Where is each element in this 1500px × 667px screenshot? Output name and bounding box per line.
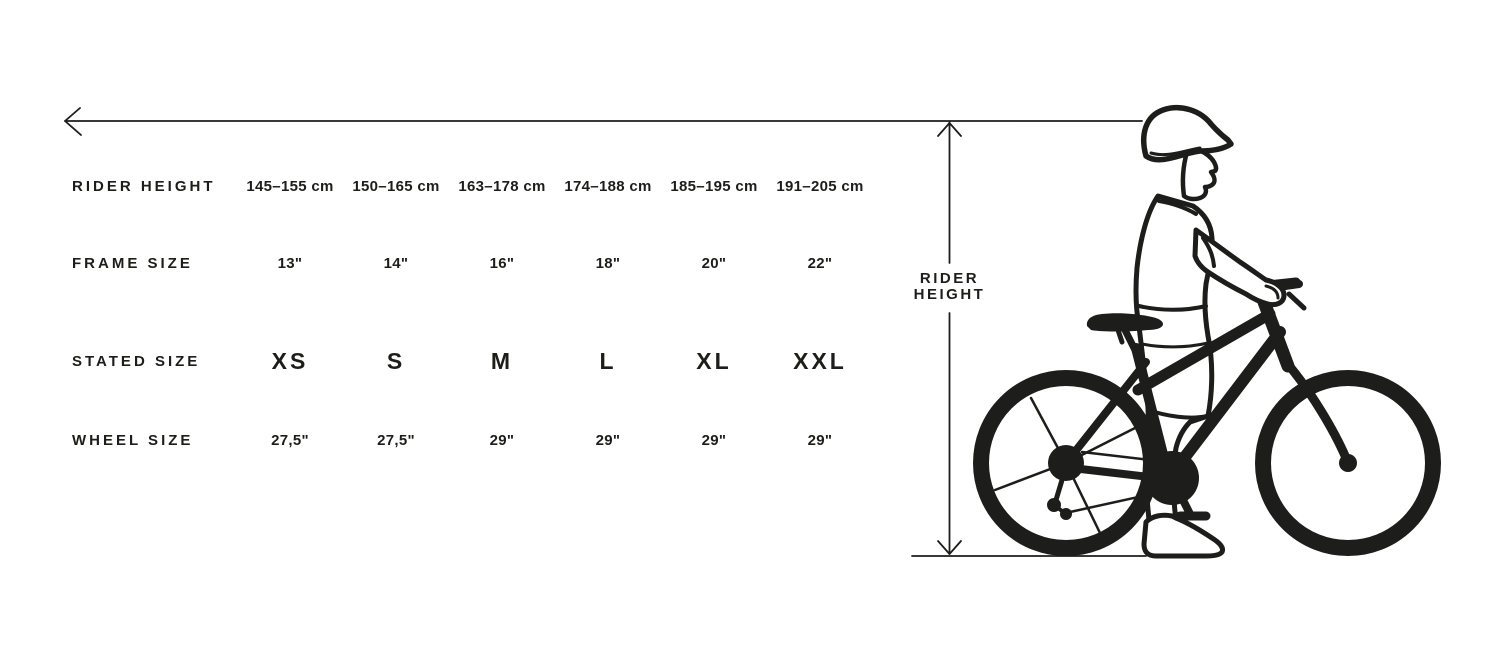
saddle <box>1086 313 1163 332</box>
row-label-stated-size: STATED SIZE <box>72 352 201 370</box>
table-row-frame-size: FRAME SIZE 13" 14" 16" 18" 20" 22" <box>72 252 873 274</box>
measure-line-horizontal <box>64 107 1143 136</box>
table-row-rider-height: RIDER HEIGHT 145–155 cm 150–165 cm 163–1… <box>72 175 873 197</box>
rear-derailleur <box>1047 477 1072 520</box>
helmet-rim-line <box>1149 146 1202 157</box>
rider-shoe <box>1141 512 1225 559</box>
stated-size-value-l: L <box>599 347 617 374</box>
rider-height-value-xl: 185–195 cm <box>670 177 758 195</box>
frame-size-value-xxl: 22" <box>807 254 833 272</box>
fingers-line <box>1264 284 1280 300</box>
rider-height-value-m: 163–178 cm <box>458 177 546 195</box>
frame-size-value-xl: 20" <box>701 254 727 272</box>
arm-and-hand <box>1192 227 1287 308</box>
table-row-wheel-size: WHEEL SIZE 27,5" 27,5" 29" 29" 29" 29" <box>72 429 873 451</box>
rider-arm <box>1192 227 1287 308</box>
wheel-size-value-m: 29" <box>489 431 515 449</box>
rider-height-value-l: 174–188 cm <box>564 177 652 195</box>
shoulder-line <box>1157 199 1198 216</box>
shorts-fold-line <box>1140 341 1210 349</box>
frame-size-value-l: 18" <box>595 254 621 272</box>
front-wheel <box>1255 370 1441 556</box>
sleeve-line <box>1201 236 1216 268</box>
bike-illustration <box>973 277 1441 556</box>
stated-size-value-xl: XL <box>696 347 732 374</box>
rider-height-value-xxl: 191–205 cm <box>776 177 864 195</box>
rider-face <box>1180 147 1219 202</box>
wheel-size-value-s: 27,5" <box>377 431 415 449</box>
table-row-stated-size: STATED SIZE XS S M L XL XXL <box>72 346 873 376</box>
rider-height-value-xs: 145–155 cm <box>246 177 334 195</box>
wheel-size-value-xs: 27,5" <box>271 431 309 449</box>
bike-frame <box>1066 286 1351 482</box>
rider-height-measure-label-line1: RIDER <box>919 270 980 287</box>
rider-height-measure-label: RIDER HEIGHT <box>899 271 1000 303</box>
chain-bottom <box>1068 492 1154 514</box>
frame-size-value-m: 16" <box>489 254 515 272</box>
frame-size-value-s: 14" <box>383 254 409 272</box>
shirt-hem-line <box>1137 304 1208 312</box>
row-label-rider-height: RIDER HEIGHT <box>72 177 216 195</box>
stated-size-value-m: M <box>490 347 514 374</box>
row-label-frame-size: FRAME SIZE <box>72 254 193 272</box>
stated-size-value-xxl: XXL <box>793 347 847 374</box>
wheel-size-value-l: 29" <box>595 431 621 449</box>
wheel-size-value-xl: 29" <box>701 431 727 449</box>
chain-top <box>1080 450 1152 462</box>
crank-arm <box>1168 474 1194 518</box>
stated-size-value-xs: XS <box>271 347 309 374</box>
rider-height-measure-label-line2: HEIGHT <box>913 286 986 303</box>
handlebar-grip-end <box>1281 280 1307 311</box>
measure-arrow-vertical <box>937 121 962 555</box>
row-label-wheel-size: WHEEL SIZE <box>72 431 194 449</box>
frame-size-value-xs: 13" <box>277 254 303 272</box>
helmet-icon <box>1140 104 1234 163</box>
rider-height-value-s: 150–165 cm <box>352 177 440 195</box>
saddle-clamp <box>1115 327 1125 345</box>
stated-size-value-s: S <box>386 347 406 374</box>
wheel-size-value-xxl: 29" <box>807 431 833 449</box>
